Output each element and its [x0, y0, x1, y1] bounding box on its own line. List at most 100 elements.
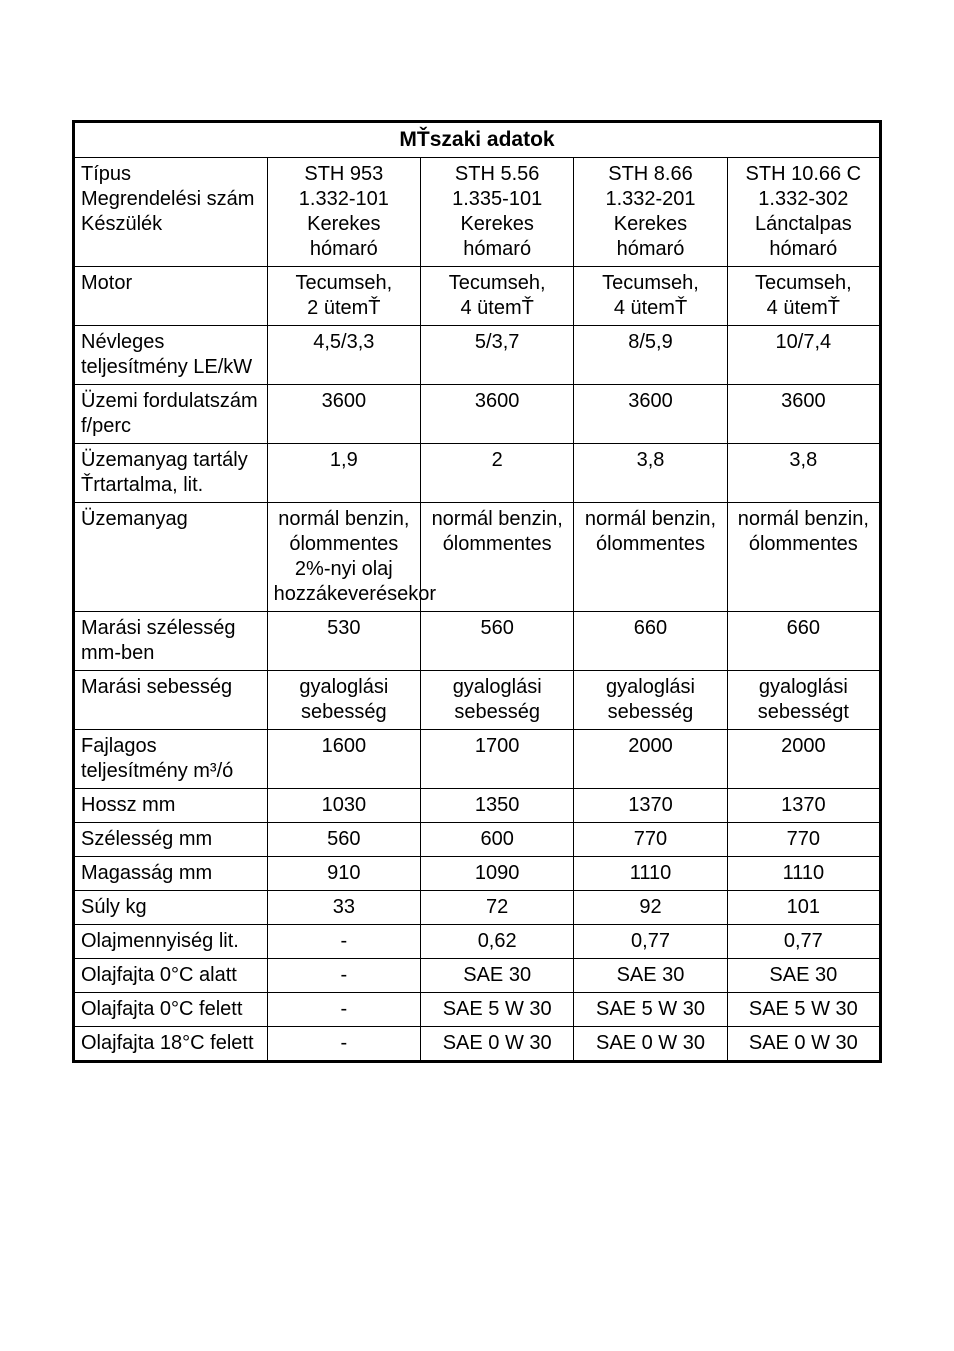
cell: 660: [574, 612, 727, 671]
cell: SAE 5 W 30: [727, 993, 880, 1027]
cell: SAE 30: [421, 959, 574, 993]
cell: -: [267, 925, 420, 959]
cell: 1600: [267, 730, 420, 789]
cell: normál benzin,ólommentes: [421, 503, 574, 612]
cell: 1700: [421, 730, 574, 789]
table-row: Olajfajta 0°C felett - SAE 5 W 30 SAE 5 …: [74, 993, 881, 1027]
row-label: Üzemanyag tartály Ťrtartalma, lit.: [74, 444, 268, 503]
cell: 3600: [727, 385, 880, 444]
table-row: Üzemanyag normál benzin,ólommentes2%-nyi…: [74, 503, 881, 612]
cell: 1,9: [267, 444, 420, 503]
cell: 560: [267, 823, 420, 857]
table-row: Olajmennyiség lit. - 0,62 0,77 0,77: [74, 925, 881, 959]
cell: 3600: [421, 385, 574, 444]
table-title-row: MŤszaki adatok: [74, 122, 881, 158]
cell: -: [267, 959, 420, 993]
cell: 4,5/3,3: [267, 326, 420, 385]
table-row: Hossz mm 1030 1350 1370 1370: [74, 789, 881, 823]
cell: 600: [421, 823, 574, 857]
cell: 3,8: [727, 444, 880, 503]
cell: STH 5.56 1.335-101 Kerekes hómaró: [421, 158, 574, 267]
cell: 10/7,4: [727, 326, 880, 385]
cell: 770: [574, 823, 727, 857]
cell: SAE 30: [727, 959, 880, 993]
cell: 1090: [421, 857, 574, 891]
cell: gyaloglásisebesség: [574, 671, 727, 730]
cell: 1110: [727, 857, 880, 891]
cell: 0,77: [574, 925, 727, 959]
cell: 72: [421, 891, 574, 925]
table-row: Motor Tecumseh,2 ütemŤ Tecumseh,4 ütemŤ …: [74, 267, 881, 326]
cell: Tecumseh,4 ütemŤ: [727, 267, 880, 326]
cell: 33: [267, 891, 420, 925]
cell: gyaloglásisebességt: [727, 671, 880, 730]
row-label: Olajfajta 0°C felett: [74, 993, 268, 1027]
cell: 2000: [574, 730, 727, 789]
cell: Tecumseh,4 ütemŤ: [574, 267, 727, 326]
row-label: Hossz mm: [74, 789, 268, 823]
cell: Tecumseh,4 ütemŤ: [421, 267, 574, 326]
table-row: Fajlagos teljesítmény m³/ó 1600 1700 200…: [74, 730, 881, 789]
table-row: Üzemanyag tartály Ťrtartalma, lit. 1,9 2…: [74, 444, 881, 503]
table-row: Névleges teljesítmény LE/kW 4,5/3,3 5/3,…: [74, 326, 881, 385]
cell: 560: [421, 612, 574, 671]
row-label: Üzemanyag: [74, 503, 268, 612]
cell: 8/5,9: [574, 326, 727, 385]
table-row: Üzemi fordulatszám f/perc 3600 3600 3600…: [74, 385, 881, 444]
row-label: Magasság mm: [74, 857, 268, 891]
row-label: Motor: [74, 267, 268, 326]
cell: 3600: [574, 385, 727, 444]
cell: SAE 5 W 30: [574, 993, 727, 1027]
cell: SAE 0 W 30: [727, 1027, 880, 1062]
cell: 1370: [574, 789, 727, 823]
cell: 1350: [421, 789, 574, 823]
cell: 1110: [574, 857, 727, 891]
row-label: Névleges teljesítmény LE/kW: [74, 326, 268, 385]
cell: STH 8.66 1.332-201 Kerekes hómaró: [574, 158, 727, 267]
table-row: Marási sebesség gyaloglásisebesség gyalo…: [74, 671, 881, 730]
table-row: Marási szélesség mm-ben 530 560 660 660: [74, 612, 881, 671]
sheet: MŤszaki adatok Típus Megrendelési szám K…: [0, 0, 954, 1063]
cell: 5/3,7: [421, 326, 574, 385]
row-label: Marási sebesség: [74, 671, 268, 730]
row-label: Olajfajta 0°C alatt: [74, 959, 268, 993]
cell: 660: [727, 612, 880, 671]
cell: 2000: [727, 730, 880, 789]
cell: 0,62: [421, 925, 574, 959]
row-label: Fajlagos teljesítmény m³/ó: [74, 730, 268, 789]
cell: -: [267, 1027, 420, 1062]
cell: 2: [421, 444, 574, 503]
table-title: MŤszaki adatok: [74, 122, 881, 158]
cell: 1030: [267, 789, 420, 823]
cell: Tecumseh,2 ütemŤ: [267, 267, 420, 326]
table-row: Típus Megrendelési szám Készülék STH 953…: [74, 158, 881, 267]
cell: normál benzin,ólommentes2%-nyi olajhozzá…: [267, 503, 420, 612]
cell: 0,77: [727, 925, 880, 959]
table-row: Magasság mm 910 1090 1110 1110: [74, 857, 881, 891]
table-row: Súly kg 33 72 92 101: [74, 891, 881, 925]
cell: SAE 30: [574, 959, 727, 993]
table-row: Olajfajta 0°C alatt - SAE 30 SAE 30 SAE …: [74, 959, 881, 993]
table-row: Olajfajta 18°C felett - SAE 0 W 30 SAE 0…: [74, 1027, 881, 1062]
cell: STH 10.66 C 1.332-302 Lánctalpas hómaró: [727, 158, 880, 267]
cell: 92: [574, 891, 727, 925]
cell: -: [267, 993, 420, 1027]
cell: gyaloglásisebesség: [421, 671, 574, 730]
cell: 770: [727, 823, 880, 857]
cell: 1370: [727, 789, 880, 823]
row-label: Olajfajta 18°C felett: [74, 1027, 268, 1062]
row-label: Szélesség mm: [74, 823, 268, 857]
cell: normál benzin,ólommentes: [727, 503, 880, 612]
row-label: Üzemi fordulatszám f/perc: [74, 385, 268, 444]
cell: 3,8: [574, 444, 727, 503]
cell: SAE 0 W 30: [421, 1027, 574, 1062]
cell: 101: [727, 891, 880, 925]
cell: SAE 5 W 30: [421, 993, 574, 1027]
cell: 530: [267, 612, 420, 671]
cell: 910: [267, 857, 420, 891]
cell: normál benzin,ólommentes: [574, 503, 727, 612]
row-label: Típus Megrendelési szám Készülék: [74, 158, 268, 267]
spec-table: MŤszaki adatok Típus Megrendelési szám K…: [72, 120, 882, 1063]
cell: SAE 0 W 30: [574, 1027, 727, 1062]
row-label: Marási szélesség mm-ben: [74, 612, 268, 671]
